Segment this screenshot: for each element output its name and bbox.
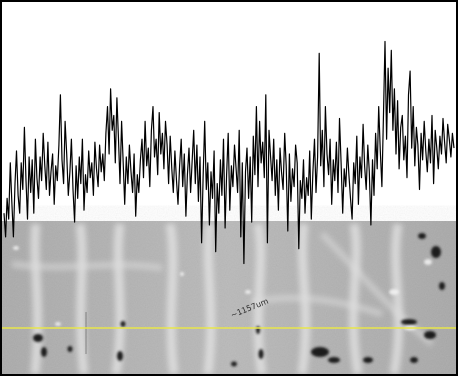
trace-layer bbox=[3, 40, 455, 265]
series-line bbox=[3, 40, 455, 265]
bright-grain-edges bbox=[13, 246, 432, 331]
light-veins bbox=[30, 223, 404, 374]
micrograph-background: ~1157um bbox=[2, 221, 456, 374]
diagonal-veins bbox=[11, 231, 434, 347]
dark-pores bbox=[33, 233, 445, 367]
